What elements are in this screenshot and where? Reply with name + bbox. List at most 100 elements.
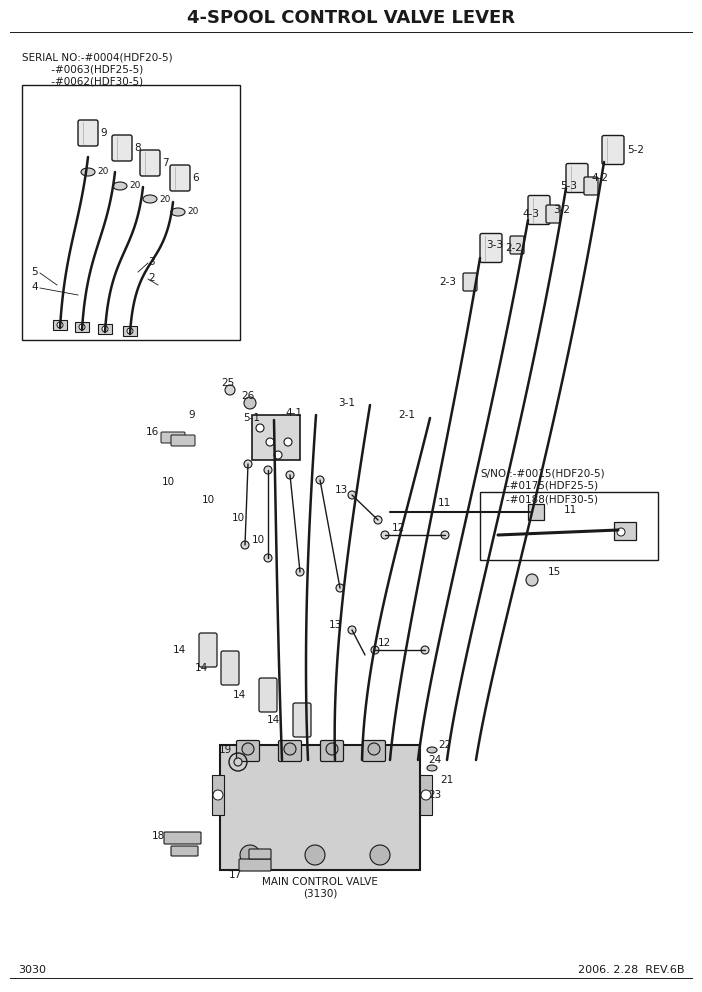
FancyBboxPatch shape xyxy=(170,165,190,191)
Bar xyxy=(420,775,432,815)
Text: 11: 11 xyxy=(564,505,576,515)
Text: 16: 16 xyxy=(145,427,159,437)
Circle shape xyxy=(241,541,249,549)
FancyBboxPatch shape xyxy=(259,678,277,712)
Text: -#0062(HDF30-5): -#0062(HDF30-5) xyxy=(22,77,143,87)
FancyBboxPatch shape xyxy=(171,435,195,446)
Text: 14: 14 xyxy=(194,663,208,673)
Text: 13: 13 xyxy=(335,485,348,495)
Text: 10: 10 xyxy=(161,477,175,487)
Text: 17: 17 xyxy=(228,870,241,880)
Circle shape xyxy=(326,743,338,755)
Circle shape xyxy=(368,743,380,755)
Text: 13: 13 xyxy=(329,620,342,630)
Ellipse shape xyxy=(427,765,437,771)
Text: 8: 8 xyxy=(134,143,140,153)
Circle shape xyxy=(264,554,272,562)
FancyBboxPatch shape xyxy=(480,233,502,263)
Circle shape xyxy=(256,424,264,432)
Ellipse shape xyxy=(81,168,95,176)
Circle shape xyxy=(370,845,390,865)
Bar xyxy=(212,775,224,815)
Circle shape xyxy=(79,324,85,330)
Text: 12: 12 xyxy=(392,523,405,533)
Bar xyxy=(528,504,544,520)
Text: 2006. 2.28  REV.6B: 2006. 2.28 REV.6B xyxy=(578,965,684,975)
Text: 4: 4 xyxy=(32,282,39,292)
Text: 4-2: 4-2 xyxy=(591,173,608,183)
Text: 22: 22 xyxy=(438,740,451,750)
FancyBboxPatch shape xyxy=(321,740,343,762)
Text: 9: 9 xyxy=(189,410,195,420)
Text: 2-1: 2-1 xyxy=(398,410,415,420)
Bar xyxy=(53,320,67,330)
FancyBboxPatch shape xyxy=(362,740,385,762)
Circle shape xyxy=(296,568,304,576)
Text: -#0063(HDF25-5): -#0063(HDF25-5) xyxy=(22,65,143,75)
Text: 14: 14 xyxy=(173,645,186,655)
Text: 3-2: 3-2 xyxy=(553,205,570,215)
Text: 2-2: 2-2 xyxy=(505,243,522,253)
Circle shape xyxy=(244,460,252,468)
Text: 26: 26 xyxy=(241,391,255,401)
FancyBboxPatch shape xyxy=(221,651,239,685)
Text: 3-1: 3-1 xyxy=(338,398,355,408)
Circle shape xyxy=(441,531,449,539)
Text: 24: 24 xyxy=(428,755,442,765)
Text: 6: 6 xyxy=(192,173,199,183)
Circle shape xyxy=(286,471,294,479)
FancyBboxPatch shape xyxy=(237,740,260,762)
FancyBboxPatch shape xyxy=(602,136,624,165)
Text: 5-2: 5-2 xyxy=(627,145,644,155)
Circle shape xyxy=(421,646,429,654)
Text: 21: 21 xyxy=(440,775,453,785)
FancyBboxPatch shape xyxy=(510,236,524,254)
Text: 23: 23 xyxy=(428,790,442,800)
Text: 11: 11 xyxy=(438,498,451,508)
Text: 2-3: 2-3 xyxy=(439,277,456,287)
Ellipse shape xyxy=(143,195,157,203)
FancyBboxPatch shape xyxy=(164,832,201,844)
Ellipse shape xyxy=(171,208,185,216)
Circle shape xyxy=(348,626,356,634)
Text: SERIAL NO:-#0004(HDF20-5): SERIAL NO:-#0004(HDF20-5) xyxy=(22,53,173,63)
Bar xyxy=(98,324,112,334)
Circle shape xyxy=(421,790,431,800)
Bar xyxy=(480,492,658,560)
Text: 20: 20 xyxy=(159,194,171,203)
Circle shape xyxy=(266,438,274,446)
FancyBboxPatch shape xyxy=(199,633,217,667)
Circle shape xyxy=(264,466,272,474)
Text: -#0175(HDF25-5): -#0175(HDF25-5) xyxy=(480,481,598,491)
Circle shape xyxy=(526,574,538,586)
Circle shape xyxy=(371,646,379,654)
Circle shape xyxy=(617,528,625,536)
Circle shape xyxy=(225,385,235,395)
Text: MAIN CONTROL VALVE
(3130): MAIN CONTROL VALVE (3130) xyxy=(262,877,378,899)
Ellipse shape xyxy=(427,747,437,753)
Text: 10: 10 xyxy=(232,513,244,523)
Circle shape xyxy=(102,326,108,332)
Text: 19: 19 xyxy=(219,745,232,755)
Bar xyxy=(220,745,420,870)
Bar xyxy=(252,415,300,460)
Text: 14: 14 xyxy=(233,690,246,700)
FancyBboxPatch shape xyxy=(249,849,271,859)
Circle shape xyxy=(213,790,223,800)
Bar xyxy=(614,522,636,540)
Text: 4-1: 4-1 xyxy=(285,408,302,418)
Text: 9: 9 xyxy=(100,128,107,138)
Text: S/NO.:-#0015(HDF20-5): S/NO.:-#0015(HDF20-5) xyxy=(480,468,604,478)
Circle shape xyxy=(305,845,325,865)
Circle shape xyxy=(336,584,344,592)
Ellipse shape xyxy=(113,182,127,190)
Text: 15: 15 xyxy=(548,567,562,577)
FancyBboxPatch shape xyxy=(584,177,598,195)
Circle shape xyxy=(374,516,382,524)
Text: 3-3: 3-3 xyxy=(486,240,503,250)
Circle shape xyxy=(274,451,282,459)
Text: 20: 20 xyxy=(97,168,108,177)
FancyBboxPatch shape xyxy=(239,859,271,871)
Circle shape xyxy=(244,397,256,409)
Text: 18: 18 xyxy=(152,831,165,841)
